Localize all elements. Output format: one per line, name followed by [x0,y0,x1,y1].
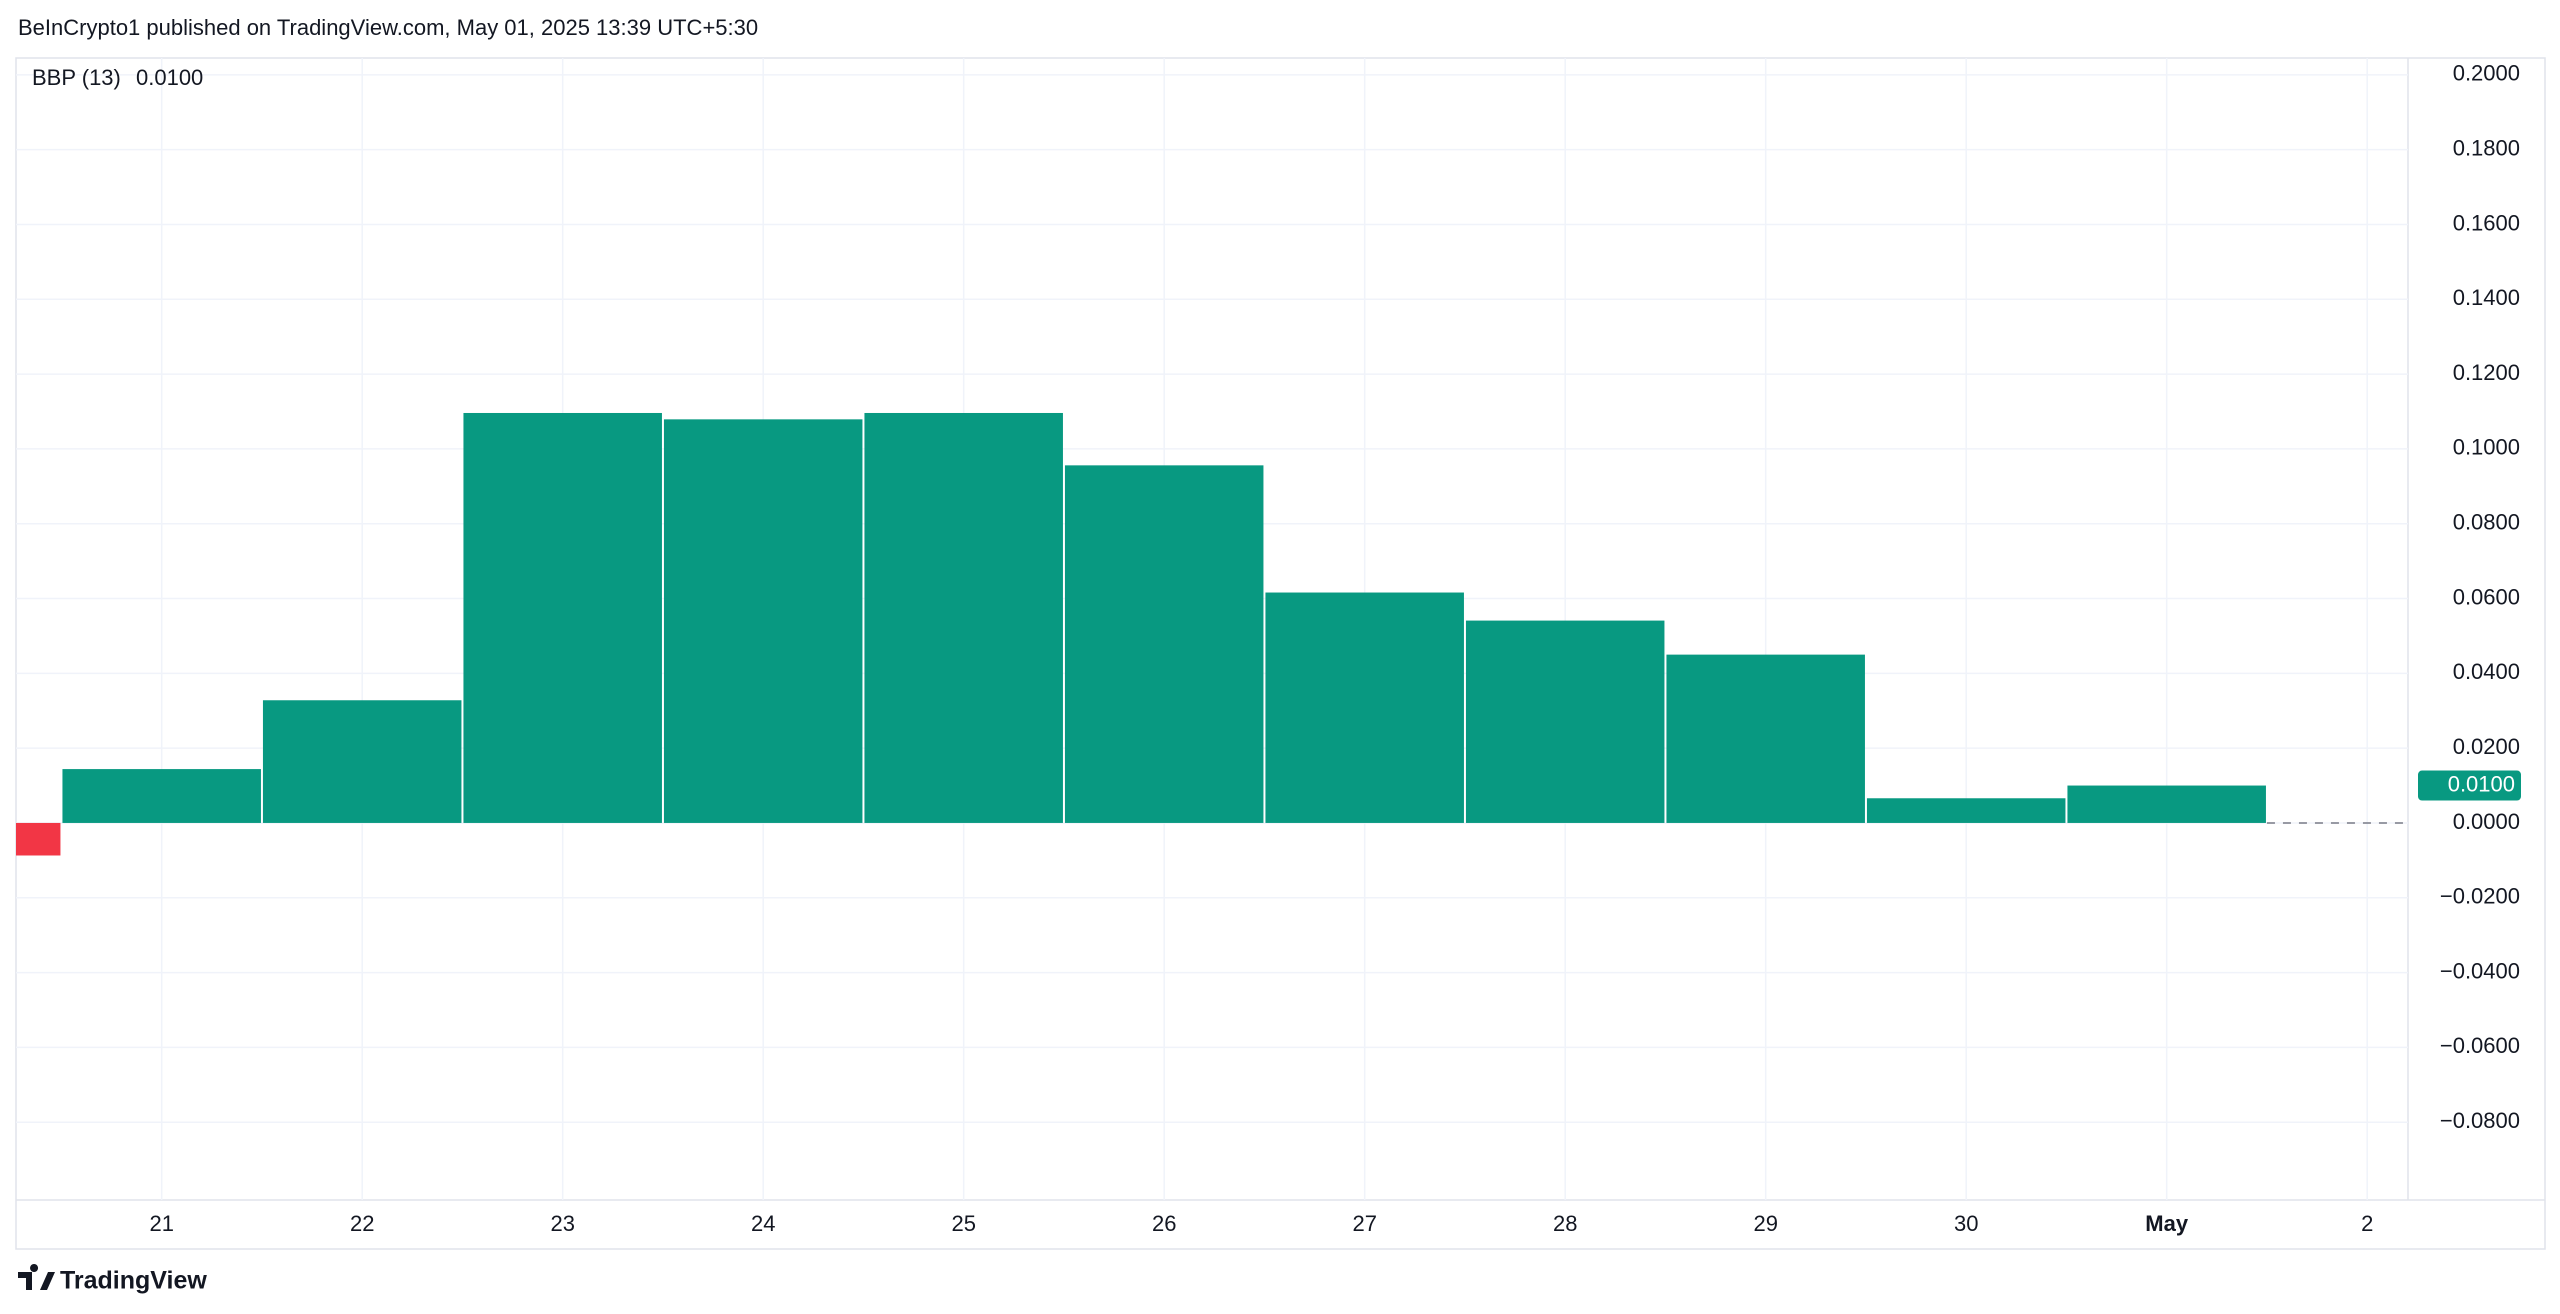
y-tick-label: 0.1000 [2453,435,2520,460]
bar [1465,620,1665,823]
x-tick-label: 28 [1553,1211,1577,1236]
y-tick-label: 0.0400 [2453,659,2520,684]
x-tick-label: 26 [1152,1211,1176,1236]
y-tick-label: 0.2000 [2453,61,2520,86]
x-tick-label: 25 [951,1211,975,1236]
price-tag-label: 0.0100 [2448,771,2515,796]
bar [16,822,61,856]
y-tick-label: 0.1600 [2453,210,2520,235]
y-tick-label: 0.1200 [2453,360,2520,385]
y-tick-label: −0.0600 [2440,1033,2520,1058]
x-tick-label: 23 [550,1211,574,1236]
bar [463,412,662,823]
legend-value: 0.0100 [136,65,203,90]
x-tick-label: 24 [751,1211,775,1236]
y-tick-label: −0.0400 [2440,958,2520,983]
y-tick-label: −0.0800 [2440,1108,2520,1133]
price-tag [2418,770,2521,801]
x-tick-label: 22 [350,1211,374,1236]
x-tick-label: 27 [1352,1211,1376,1236]
indicator-title: BBP (13) [32,65,121,90]
x-tick-label: 29 [1753,1211,1777,1236]
bar [2067,785,2266,823]
x-tick-label: 2 [2361,1211,2373,1236]
bar [1265,592,1464,823]
bar [262,700,462,823]
bar [663,419,863,823]
y-tick-label: 0.1400 [2453,285,2520,310]
x-tick-label: 21 [149,1211,173,1236]
footer: TradingView [60,1267,207,1295]
header: BeInCrypto1 published on TradingView.com… [18,15,758,40]
bar [1666,654,1865,823]
bars [16,412,2266,856]
y-tick-label: 0.0200 [2453,734,2520,759]
y-tick-label: 0.1800 [2453,135,2520,160]
x-tick-label: 30 [1954,1211,1978,1236]
logo: TradingView [18,1264,207,1295]
y-tick-label: −0.0200 [2440,884,2520,909]
frame [15,57,2546,1250]
bar [62,769,261,823]
y-tick-label: 0.0000 [2453,809,2520,834]
bar [864,412,1063,823]
bar [1866,798,2066,823]
y-tick-label: 0.0600 [2453,584,2520,609]
bar [1064,465,1264,823]
y-tick-label: 0.0800 [2453,510,2520,535]
x-tick-label: May [2145,1211,2189,1236]
